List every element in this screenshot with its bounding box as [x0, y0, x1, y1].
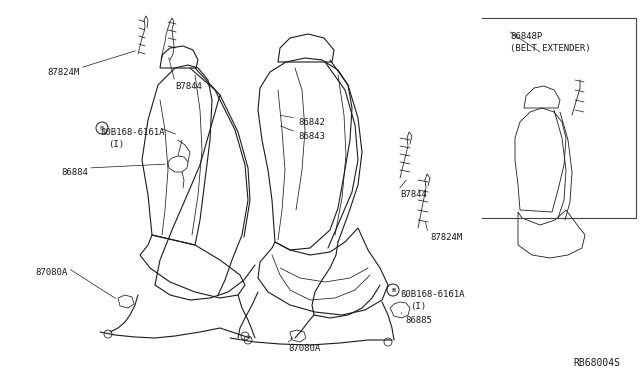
Text: 87824M: 87824M	[48, 68, 80, 77]
Text: 86842: 86842	[298, 118, 325, 127]
Text: B7844: B7844	[175, 82, 202, 91]
Text: (I): (I)	[410, 302, 426, 311]
Text: (I): (I)	[108, 140, 124, 149]
Text: 86848P: 86848P	[510, 32, 542, 41]
Text: (BELT EXTENDER): (BELT EXTENDER)	[510, 44, 591, 53]
Text: 87824M: 87824M	[430, 233, 462, 242]
Text: 86843: 86843	[298, 132, 325, 141]
Text: 87080A: 87080A	[288, 344, 320, 353]
Text: 86884: 86884	[61, 168, 88, 177]
Text: ß0B168-6161A: ß0B168-6161A	[400, 290, 465, 299]
Text: B: B	[100, 125, 104, 131]
Text: B: B	[391, 288, 395, 292]
Text: ß0B168-6161A: ß0B168-6161A	[100, 128, 164, 137]
Text: 87080A: 87080A	[36, 268, 68, 277]
Text: B7844: B7844	[400, 190, 427, 199]
Text: RB68004S: RB68004S	[573, 358, 620, 368]
Text: 86885: 86885	[405, 316, 432, 325]
